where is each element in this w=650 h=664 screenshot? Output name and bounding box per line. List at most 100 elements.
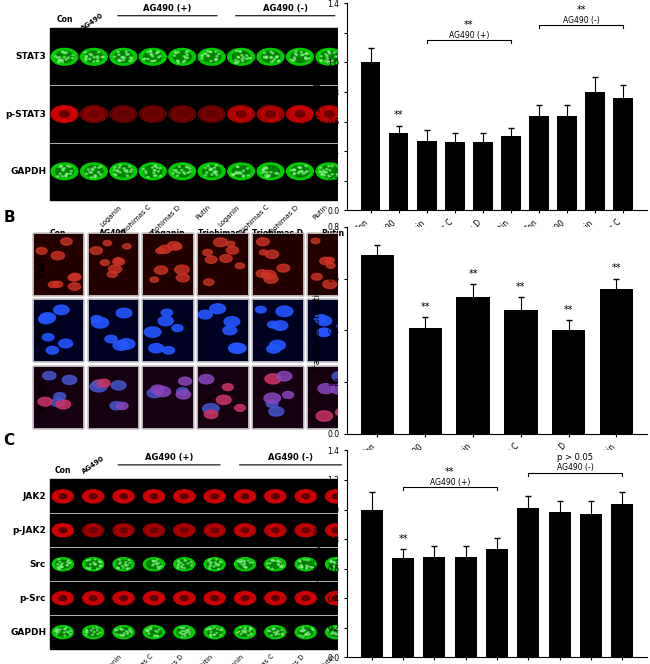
Circle shape xyxy=(155,561,157,562)
Circle shape xyxy=(302,631,304,632)
Circle shape xyxy=(85,634,87,635)
Bar xyxy=(88,365,138,428)
Circle shape xyxy=(214,58,217,60)
Circle shape xyxy=(144,58,146,59)
Circle shape xyxy=(209,169,211,171)
Circle shape xyxy=(270,56,273,58)
Circle shape xyxy=(206,172,208,173)
Circle shape xyxy=(339,635,340,636)
Circle shape xyxy=(264,167,266,169)
Circle shape xyxy=(122,59,125,60)
Circle shape xyxy=(116,169,119,171)
Text: Triohimas C: Triohimas C xyxy=(244,653,276,664)
Circle shape xyxy=(293,57,296,58)
Circle shape xyxy=(187,563,189,564)
Circle shape xyxy=(177,388,188,395)
Circle shape xyxy=(54,55,57,56)
Text: Src: Src xyxy=(30,560,46,569)
Circle shape xyxy=(58,559,60,560)
Circle shape xyxy=(129,630,131,631)
Circle shape xyxy=(61,61,64,62)
Circle shape xyxy=(262,270,276,280)
Circle shape xyxy=(332,596,340,600)
Circle shape xyxy=(214,173,216,174)
Circle shape xyxy=(241,58,243,60)
Circle shape xyxy=(298,560,300,561)
Circle shape xyxy=(270,340,285,350)
Circle shape xyxy=(154,60,156,61)
Bar xyxy=(49,513,337,547)
Circle shape xyxy=(267,525,283,535)
Circle shape xyxy=(211,628,213,629)
Circle shape xyxy=(115,593,132,604)
Circle shape xyxy=(265,523,286,537)
Text: p > 0.05: p > 0.05 xyxy=(557,454,593,462)
Text: B: B xyxy=(3,210,15,225)
Circle shape xyxy=(227,163,254,180)
Circle shape xyxy=(130,631,132,633)
Circle shape xyxy=(66,173,68,175)
Circle shape xyxy=(91,315,102,323)
Circle shape xyxy=(144,524,164,537)
Circle shape xyxy=(218,568,220,570)
Circle shape xyxy=(156,563,158,564)
Circle shape xyxy=(83,108,104,121)
Circle shape xyxy=(122,635,124,636)
Text: AG490 (-): AG490 (-) xyxy=(268,453,313,461)
Bar xyxy=(504,309,538,434)
Circle shape xyxy=(83,625,104,639)
Text: **: ** xyxy=(564,305,573,315)
Circle shape xyxy=(122,567,124,568)
Circle shape xyxy=(184,173,186,174)
Circle shape xyxy=(83,490,103,503)
Circle shape xyxy=(144,171,147,172)
Circle shape xyxy=(150,60,153,62)
Circle shape xyxy=(203,404,219,414)
Circle shape xyxy=(145,173,147,174)
Circle shape xyxy=(224,317,240,327)
Circle shape xyxy=(235,558,255,571)
Text: STAT3: STAT3 xyxy=(37,250,46,278)
Circle shape xyxy=(305,52,307,54)
Circle shape xyxy=(302,494,309,499)
Bar xyxy=(361,62,380,210)
Circle shape xyxy=(271,560,272,561)
Circle shape xyxy=(59,561,60,562)
Circle shape xyxy=(316,163,343,180)
Circle shape xyxy=(267,491,283,501)
Circle shape xyxy=(183,56,185,57)
Circle shape xyxy=(209,627,211,629)
Circle shape xyxy=(174,558,195,571)
Circle shape xyxy=(332,494,340,499)
Circle shape xyxy=(257,106,284,122)
Circle shape xyxy=(233,173,235,175)
Circle shape xyxy=(265,592,286,605)
Bar xyxy=(142,365,193,428)
Circle shape xyxy=(130,171,132,173)
Circle shape xyxy=(173,51,191,62)
Circle shape xyxy=(99,166,102,167)
Circle shape xyxy=(39,315,53,324)
Bar xyxy=(32,233,83,295)
Circle shape xyxy=(176,390,190,399)
Circle shape xyxy=(122,56,124,58)
Circle shape xyxy=(203,51,221,62)
Circle shape xyxy=(120,494,127,499)
Circle shape xyxy=(203,279,214,286)
Circle shape xyxy=(213,172,215,173)
Bar xyxy=(307,365,358,428)
Circle shape xyxy=(64,629,66,630)
Circle shape xyxy=(239,50,241,52)
Circle shape xyxy=(110,106,136,122)
Circle shape xyxy=(123,168,125,169)
Circle shape xyxy=(304,629,306,631)
Circle shape xyxy=(90,564,92,565)
Circle shape xyxy=(201,55,203,56)
Circle shape xyxy=(311,566,313,568)
Text: JAK2: JAK2 xyxy=(23,492,46,501)
Circle shape xyxy=(177,627,191,637)
Circle shape xyxy=(274,58,276,60)
Circle shape xyxy=(337,323,350,331)
Circle shape xyxy=(173,244,182,250)
Circle shape xyxy=(204,175,207,176)
